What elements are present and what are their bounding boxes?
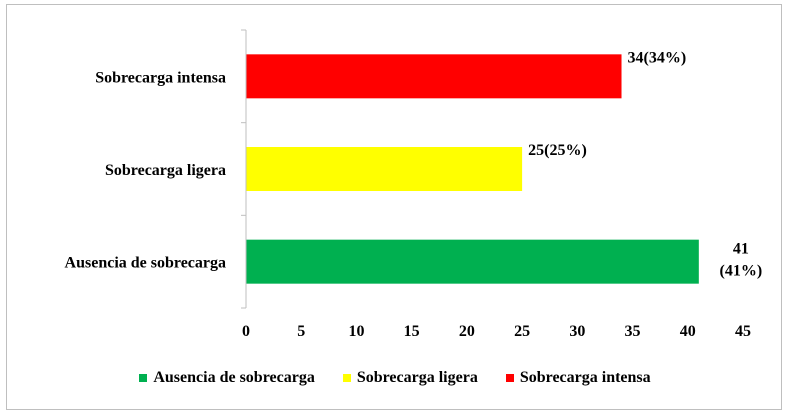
chart-legend: Ausencia de sobrecarga Sobrecarga ligera… (0, 366, 790, 390)
x-tick-label: 5 (297, 323, 305, 340)
legend-label-ausencia: Ausencia de sobrecarga (153, 369, 315, 386)
x-tick-label: 45 (735, 323, 751, 340)
category-label: Ausencia de sobrecarga (65, 255, 226, 272)
category-label: Sobrecarga intensa (95, 69, 226, 86)
legend-swatch-green (139, 374, 148, 382)
x-tick-label: 40 (680, 323, 696, 340)
data-label: 41 (41%) (719, 241, 762, 280)
x-tick-label: 15 (404, 323, 420, 340)
data-label: 34(34%) (628, 49, 687, 66)
legend-label-intensa: Sobrecarga intensa (519, 369, 651, 386)
legend-item-intensa: Sobrecarga intensa (505, 369, 651, 387)
x-tick-label: 25 (514, 323, 530, 340)
legend-item-ausencia: Ausencia de sobrecarga (139, 369, 315, 387)
data-label: 25(25%) (528, 142, 587, 159)
bar-1 (246, 239, 699, 284)
x-tick-label: 35 (625, 323, 641, 340)
legend-swatch-yellow (342, 374, 351, 382)
legend-label-ligera: Sobrecarga ligera (356, 369, 478, 386)
bar-3 (246, 54, 622, 99)
x-tick-label: 10 (348, 323, 364, 340)
bar-2 (246, 147, 523, 191)
legend-item-ligera: Sobrecarga ligera (342, 369, 478, 387)
x-tick-label: 30 (569, 323, 585, 340)
x-tick-label: 0 (242, 323, 250, 340)
x-tick-label: 20 (459, 323, 475, 340)
legend-swatch-red (505, 374, 514, 382)
category-label: Sobrecarga ligera (105, 162, 226, 179)
